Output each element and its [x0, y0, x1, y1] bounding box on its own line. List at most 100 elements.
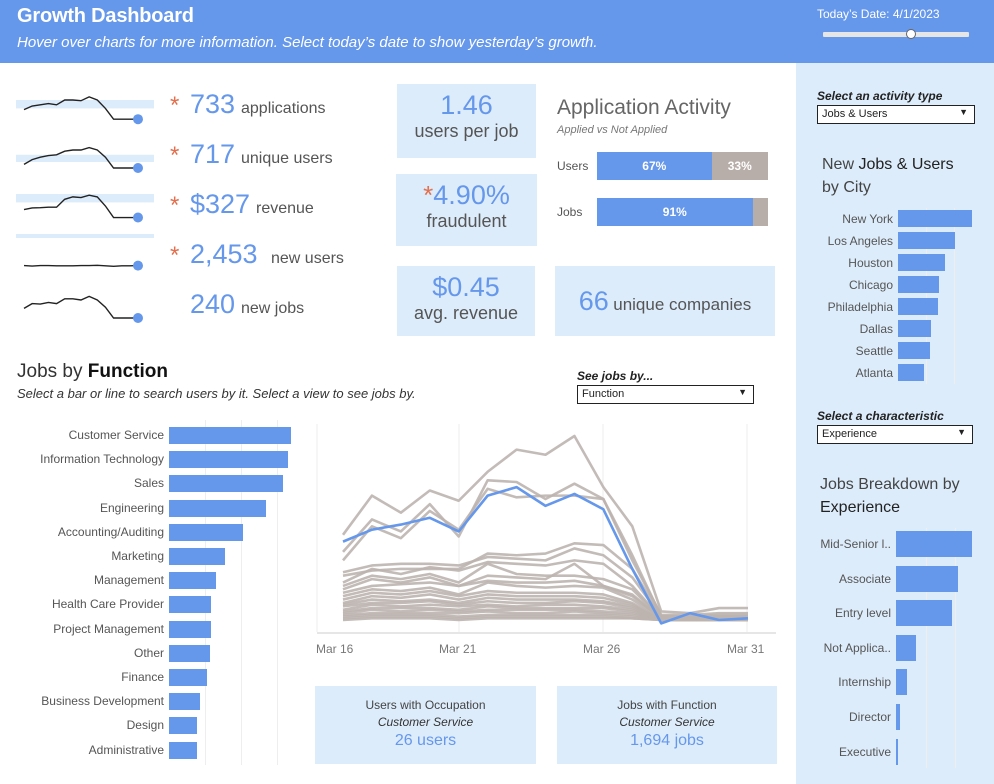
avg-revenue-tile[interactable]: $0.45 avg. revenue: [397, 266, 535, 336]
function-label[interactable]: Engineering: [99, 500, 164, 515]
function-bar[interactable]: [169, 620, 212, 638]
current-value-dot: [133, 260, 143, 271]
users-occupation-tile[interactable]: Users with Occupation Customer Service 2…: [315, 686, 536, 764]
sparkline: [16, 234, 154, 271]
experience-label[interactable]: Entry level: [834, 606, 891, 621]
city-label[interactable]: Atlanta: [855, 366, 893, 380]
function-label[interactable]: Administrative: [88, 742, 164, 757]
city-label[interactable]: Los Angeles: [827, 234, 893, 248]
function-label[interactable]: Marketing: [111, 549, 164, 563]
gridline: [241, 420, 242, 765]
kpi-value: 717: [190, 139, 236, 169]
selected-series-line[interactable]: [342, 485, 749, 625]
not-applied-segment[interactable]: [752, 198, 768, 226]
jobs-function-tile[interactable]: Jobs with Function Customer Service 1,69…: [557, 686, 777, 764]
x-tick-label: Mar 26: [583, 642, 621, 656]
function-label[interactable]: Accounting/Auditing: [57, 524, 164, 539]
city-label[interactable]: Philadelphia: [827, 300, 893, 314]
function-label[interactable]: Business Development: [41, 694, 164, 709]
filter-sidebar: [796, 63, 994, 784]
users-per-job-tile[interactable]: 1.46 users per job: [397, 84, 536, 158]
kpi-row[interactable]: * 733 applications: [0, 84, 380, 132]
stacked-bar[interactable]: 91%: [597, 198, 768, 226]
function-label[interactable]: Health Care Provider: [51, 597, 164, 612]
date-slider-handle[interactable]: [905, 29, 916, 39]
experience-label[interactable]: Director: [848, 710, 891, 724]
series-line[interactable]: [341, 434, 748, 615]
date-slider-track[interactable]: [823, 32, 969, 37]
function-label[interactable]: Management: [93, 573, 164, 588]
experience-label[interactable]: Executive: [838, 744, 891, 759]
asterisk-icon: *: [170, 242, 180, 269]
function-bar[interactable]: [169, 475, 283, 493]
experience-bar[interactable]: [896, 531, 972, 557]
city-label[interactable]: Houston: [848, 256, 893, 270]
function-label[interactable]: Customer Service: [68, 428, 164, 442]
function-bar[interactable]: [169, 523, 243, 541]
applied-segment[interactable]: 91%: [597, 198, 753, 226]
function-bar[interactable]: [169, 572, 216, 590]
function-bar[interactable]: [169, 427, 291, 444]
experience-label[interactable]: Mid-Senior l..: [820, 537, 891, 551]
function-label[interactable]: Other: [133, 645, 164, 660]
city-label[interactable]: New York: [842, 212, 893, 226]
city-bar[interactable]: [898, 298, 938, 315]
chevron-down-icon: ▼: [959, 107, 968, 117]
kpi-row[interactable]: * 2,453 new users: [0, 234, 380, 282]
city-bar[interactable]: [898, 276, 940, 293]
function-bar[interactable]: [169, 741, 198, 759]
unique-companies-tile[interactable]: 66 unique companies: [555, 266, 775, 336]
city-bar[interactable]: [898, 254, 945, 271]
kpi-value: $327: [190, 189, 251, 219]
users-per-job-label: users per job: [414, 121, 519, 141]
see-jobs-by-dropdown[interactable]: Function ▼: [577, 385, 754, 404]
function-bar[interactable]: [169, 499, 266, 517]
city-bar[interactable]: [898, 342, 930, 359]
function-label[interactable]: Information Technology: [40, 452, 164, 467]
function-label[interactable]: Project Management: [53, 621, 164, 636]
characteristic-dropdown[interactable]: Experience ▼: [817, 425, 973, 444]
date-label: Today’s Date:: [817, 7, 890, 21]
city-label[interactable]: Dallas: [859, 322, 893, 336]
current-value-dot: [133, 313, 143, 323]
function-bar[interactable]: [169, 717, 198, 735]
stacked-bar[interactable]: 67% 33%: [597, 152, 768, 180]
kpi-row[interactable]: 240 new jobs: [0, 284, 380, 332]
function-label[interactable]: Finance: [121, 670, 164, 684]
function-bar[interactable]: [169, 644, 211, 662]
city-label[interactable]: Chicago: [848, 278, 893, 292]
experience-label[interactable]: Associate: [838, 571, 891, 586]
function-label[interactable]: Sales: [133, 476, 164, 491]
unique-companies-value: 66: [578, 286, 609, 316]
function-bar[interactable]: [169, 548, 225, 565]
fraudulent-value: 4.90%: [433, 180, 510, 210]
experience-label[interactable]: Not Applica..: [823, 640, 891, 655]
fraudulent-tile[interactable]: *4.90% fraudulent: [396, 174, 537, 246]
bar-row-label: Users: [557, 159, 589, 173]
gridline: [926, 208, 927, 384]
activity-type-dropdown[interactable]: Jobs & Users ▼: [817, 105, 975, 124]
function-bar[interactable]: [169, 669, 208, 686]
experience-bar[interactable]: [896, 634, 916, 661]
function-bar[interactable]: [169, 693, 200, 711]
city-bar[interactable]: [898, 232, 955, 249]
function-label[interactable]: Design: [126, 718, 164, 733]
experience-label[interactable]: Internship: [838, 675, 891, 690]
function-bar[interactable]: [169, 451, 288, 469]
city-bar[interactable]: [898, 210, 972, 227]
kpi-row[interactable]: * $327 revenue: [0, 184, 380, 232]
experience-bar[interactable]: [896, 738, 898, 765]
city-title-suffix: by City: [822, 179, 871, 196]
not-applied-segment[interactable]: 33%: [711, 152, 768, 180]
experience-bar[interactable]: [896, 669, 907, 696]
function-bar[interactable]: [169, 596, 212, 614]
experience-bar[interactable]: [896, 704, 900, 730]
kpi-row[interactable]: * 717 unique users: [0, 134, 380, 182]
city-bar[interactable]: [898, 364, 924, 381]
experience-bar[interactable]: [896, 565, 959, 592]
experience-bar[interactable]: [896, 600, 953, 627]
series-line[interactable]: [342, 616, 748, 622]
city-label[interactable]: Seattle: [855, 344, 893, 358]
city-bar[interactable]: [898, 320, 931, 337]
applied-segment[interactable]: 67%: [597, 152, 712, 180]
